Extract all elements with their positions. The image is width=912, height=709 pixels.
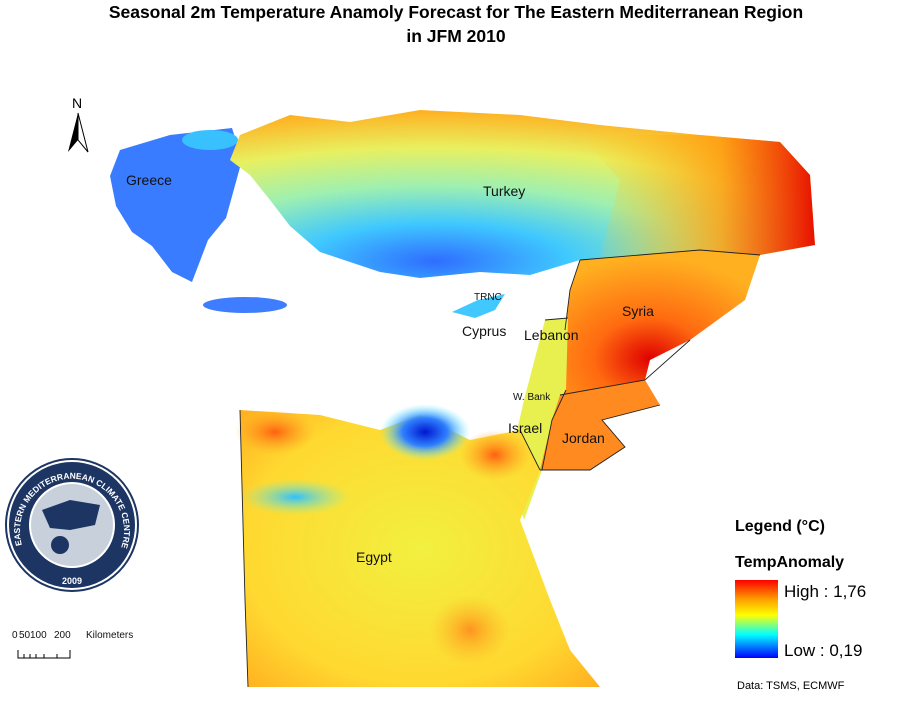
scale-tick: 0 bbox=[12, 630, 18, 641]
logo: EASTERN MEDITERRANEAN CLIMATE CENTRE 200… bbox=[5, 458, 139, 592]
scale-tick: 100 bbox=[30, 630, 47, 641]
region-label: TRNC bbox=[474, 292, 502, 303]
north-label: N bbox=[72, 95, 82, 111]
legend-high: High : 1,76 bbox=[784, 582, 866, 601]
crete bbox=[203, 297, 287, 313]
greece-region bbox=[110, 128, 242, 282]
north-arrow: N bbox=[68, 95, 89, 153]
cyprus-region bbox=[452, 294, 505, 318]
legend-title: Legend (°C) bbox=[735, 518, 825, 535]
scale-bar: 0 50 100 200 Kilometers bbox=[12, 630, 133, 659]
legend: Legend (°C) TempAnomaly High : 1,76 Low … bbox=[735, 518, 866, 692]
region-label: Turkey bbox=[483, 183, 525, 199]
egypt-region bbox=[240, 410, 600, 687]
title: in JFM 2010 bbox=[406, 26, 505, 46]
region-label: Cyprus bbox=[462, 323, 506, 339]
legend-color-ramp bbox=[735, 580, 778, 658]
syria-region bbox=[560, 250, 760, 395]
title: Seasonal 2m Temperature Anamoly Forecast… bbox=[109, 2, 803, 22]
region-label: Greece bbox=[126, 172, 172, 188]
region-label: Israel bbox=[508, 420, 542, 436]
source: Data: TSMS, ECMWF bbox=[737, 680, 845, 692]
scale-tick: 200 bbox=[54, 630, 71, 641]
region-label: Egypt bbox=[356, 549, 392, 565]
scale-tick: 50 bbox=[19, 630, 31, 641]
legend-low: Low : 0,19 bbox=[784, 641, 862, 660]
logo-year: 2009 bbox=[62, 576, 82, 586]
region-label: Jordan bbox=[562, 430, 605, 446]
region-label: Lebanon bbox=[524, 327, 579, 343]
region-label: W. Bank bbox=[513, 392, 551, 403]
region-label: Syria bbox=[622, 303, 654, 319]
jordan-region bbox=[540, 380, 660, 470]
scale-unit: Kilometers bbox=[86, 630, 133, 641]
legend-layer: TempAnomaly bbox=[735, 554, 844, 571]
